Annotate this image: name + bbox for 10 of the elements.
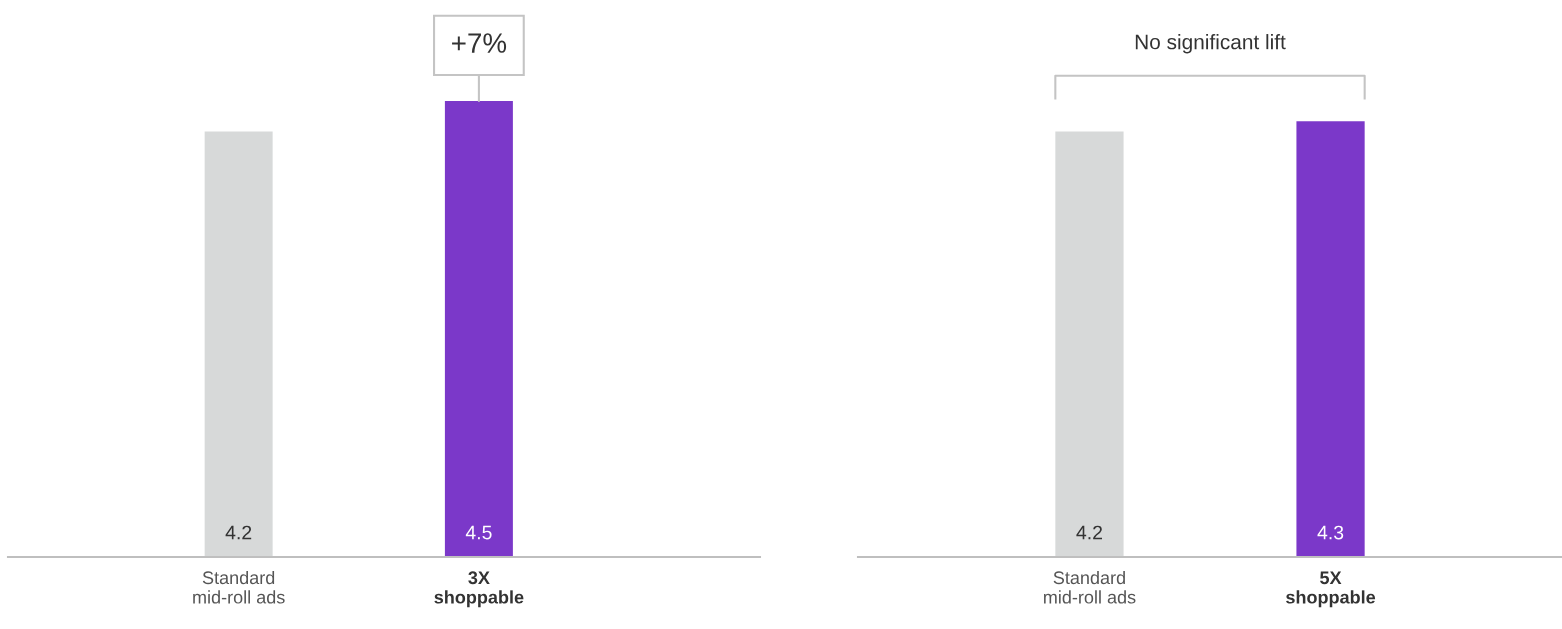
text: No significant lift <box>1135 34 1286 54</box>
x-tick-label: 3X shoppable <box>434 571 524 608</box>
annotation: +7% <box>452 33 507 53</box>
x-tick-label: Standard mid-roll ads <box>193 570 285 604</box>
data-label: 4.5 <box>465 525 492 540</box>
x-tick-label: Standard mid-roll ads <box>1044 570 1136 604</box>
data-label: 4.2 <box>225 525 252 540</box>
data-label: 4.2 <box>1076 525 1102 540</box>
data-label: 4.3 <box>1317 525 1344 540</box>
x-tick-label: 5X shoppable <box>1286 571 1376 608</box>
